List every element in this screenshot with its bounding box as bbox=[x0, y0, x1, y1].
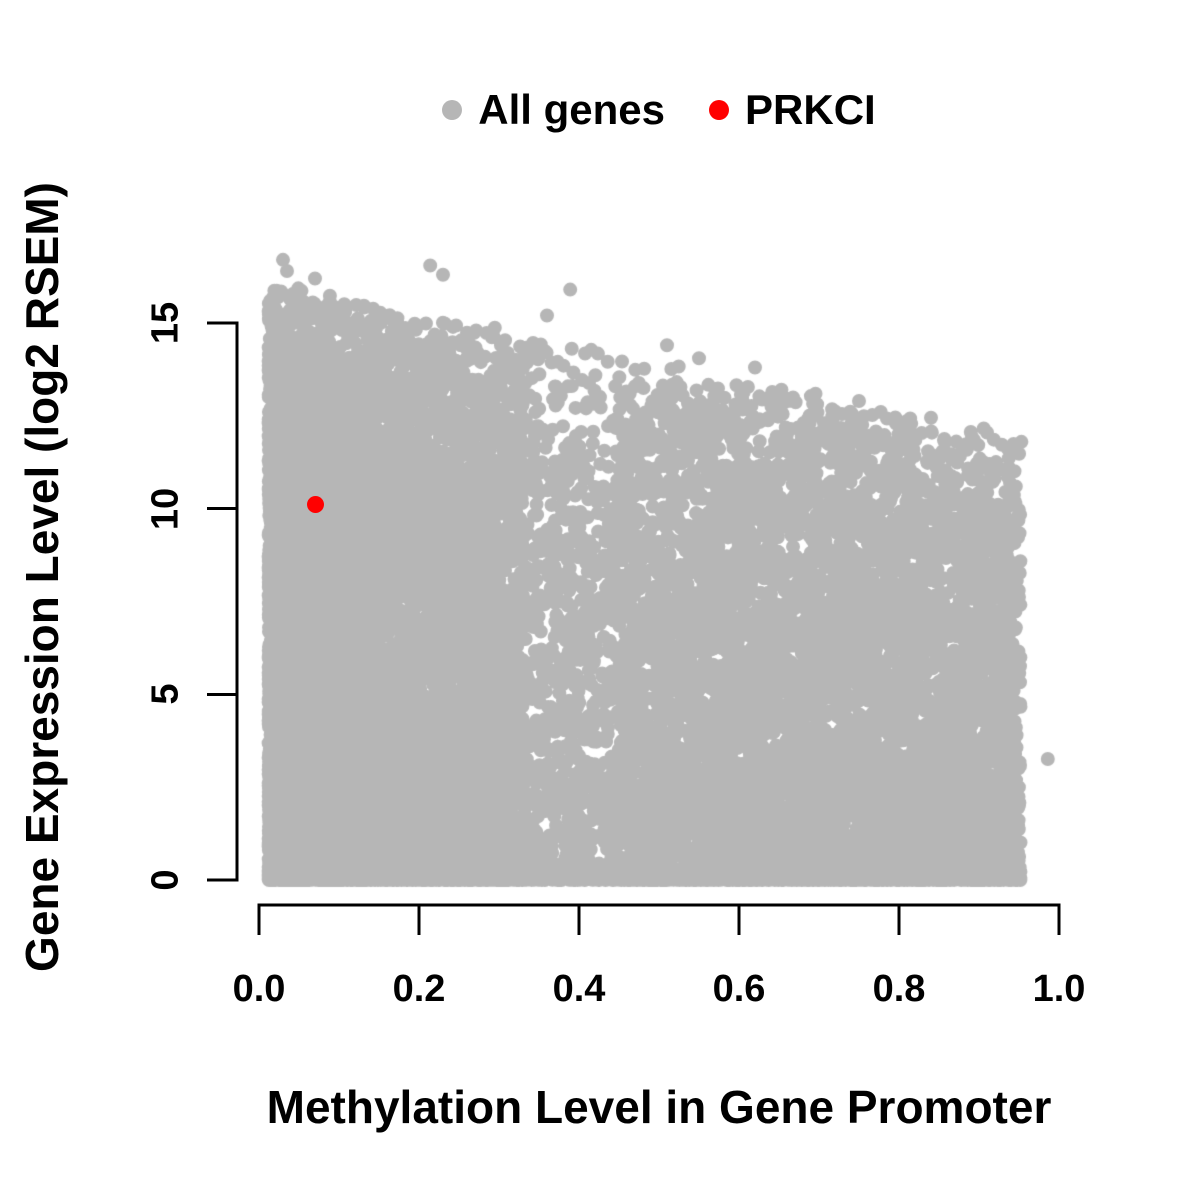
all-genes-marker-icon bbox=[442, 100, 463, 120]
legend: All genes PRKCI bbox=[259, 86, 1059, 134]
y-tick-label: 0 bbox=[144, 869, 187, 891]
legend-item-all-genes: All genes bbox=[442, 89, 665, 131]
x-axis-title: Methylation Level in Gene Promoter bbox=[266, 1081, 1052, 1133]
y-tick-label: 15 bbox=[144, 301, 187, 345]
x-tick-label: 0.2 bbox=[392, 968, 446, 1010]
x-tick-label: 0.6 bbox=[712, 968, 766, 1010]
y-tick-label: 10 bbox=[144, 487, 187, 530]
x-tick-label: 0.0 bbox=[232, 968, 286, 1010]
legend-label-prkci: PRKCI bbox=[745, 86, 876, 133]
prkci-marker-icon bbox=[709, 100, 730, 120]
legend-label-all-genes: All genes bbox=[478, 86, 666, 133]
y-tick-label: 5 bbox=[144, 683, 187, 705]
y-axis-title: Gene Expression Level (log2 RSEM) bbox=[16, 182, 68, 972]
legend-item-prkci: PRKCI bbox=[709, 89, 876, 131]
x-tick-label: 0.8 bbox=[872, 968, 926, 1010]
x-tick-label: 0.4 bbox=[552, 968, 606, 1010]
x-tick-label: 1.0 bbox=[1032, 968, 1086, 1010]
prkci-point bbox=[306, 496, 324, 514]
